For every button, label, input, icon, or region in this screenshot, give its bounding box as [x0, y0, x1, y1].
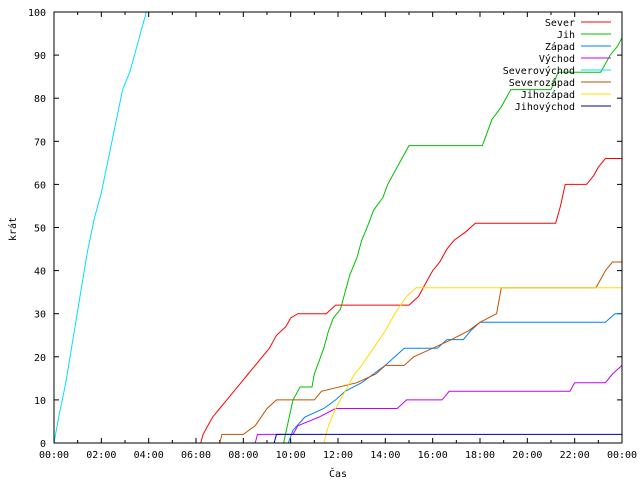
y-tick-label: 40 [34, 267, 46, 278]
y-axis-label: krát [7, 217, 19, 241]
y-tick-label: 20 [34, 353, 46, 364]
x-tick-label: 10:00 [276, 450, 306, 461]
y-tick-label: 70 [34, 137, 46, 148]
series-line [54, 365, 623, 444]
axis-tick-labels: 0 10 20 30 40 50 60 70 80 90 100 00:00 02:00 04:00 06:… [28, 8, 637, 461]
x-tick-label: 02:00 [86, 450, 116, 461]
plot-border [53, 11, 623, 444]
x-tick-label: 22:00 [560, 450, 590, 461]
x-tick-label: 00:00 [39, 450, 69, 461]
legend: SeverJihZápadVýchodSeverovýchodSeverozáp… [503, 18, 611, 113]
series-lines [53, 11, 623, 444]
y-tick-label: 10 [34, 396, 46, 407]
legend-label: Jihozápad [521, 89, 575, 101]
series-line [54, 158, 622, 444]
x-tick-label: 04:00 [134, 450, 164, 461]
x-tick-label: 16:00 [418, 450, 448, 461]
series-line [54, 37, 623, 444]
series-line [54, 261, 622, 444]
x-tick-label: 00:00 [607, 450, 637, 461]
y-tick-label: 80 [34, 94, 46, 105]
y-tick-label: 100 [28, 8, 46, 19]
x-tick-label: 06:00 [181, 450, 211, 461]
legend-label: Severozápad [509, 77, 575, 89]
series-line [54, 313, 622, 444]
legend-label: Jih [557, 30, 575, 41]
series-line [54, 287, 622, 444]
x-tick-label: 12:00 [323, 450, 353, 461]
x-tick-label: 20:00 [512, 450, 542, 461]
legend-label: Sever [545, 18, 575, 29]
y-tick-label: 90 [34, 51, 46, 62]
legend-label: Západ [545, 41, 575, 53]
legend-label: Jihovýchod [515, 101, 575, 113]
y-tick-label: 50 [34, 224, 46, 235]
x-tick-label: 18:00 [465, 450, 495, 461]
legend-label: Východ [539, 53, 575, 65]
legend-label: Severovýchod [503, 65, 575, 77]
x-axis-label: Čas [329, 467, 347, 480]
y-tick-label: 30 [34, 310, 46, 321]
x-tick-label: 14:00 [370, 450, 400, 461]
y-tick-label: 0 [40, 439, 46, 450]
series-line [53, 11, 147, 444]
x-tick-label: 08:00 [228, 450, 258, 461]
y-tick-label: 60 [34, 180, 46, 191]
